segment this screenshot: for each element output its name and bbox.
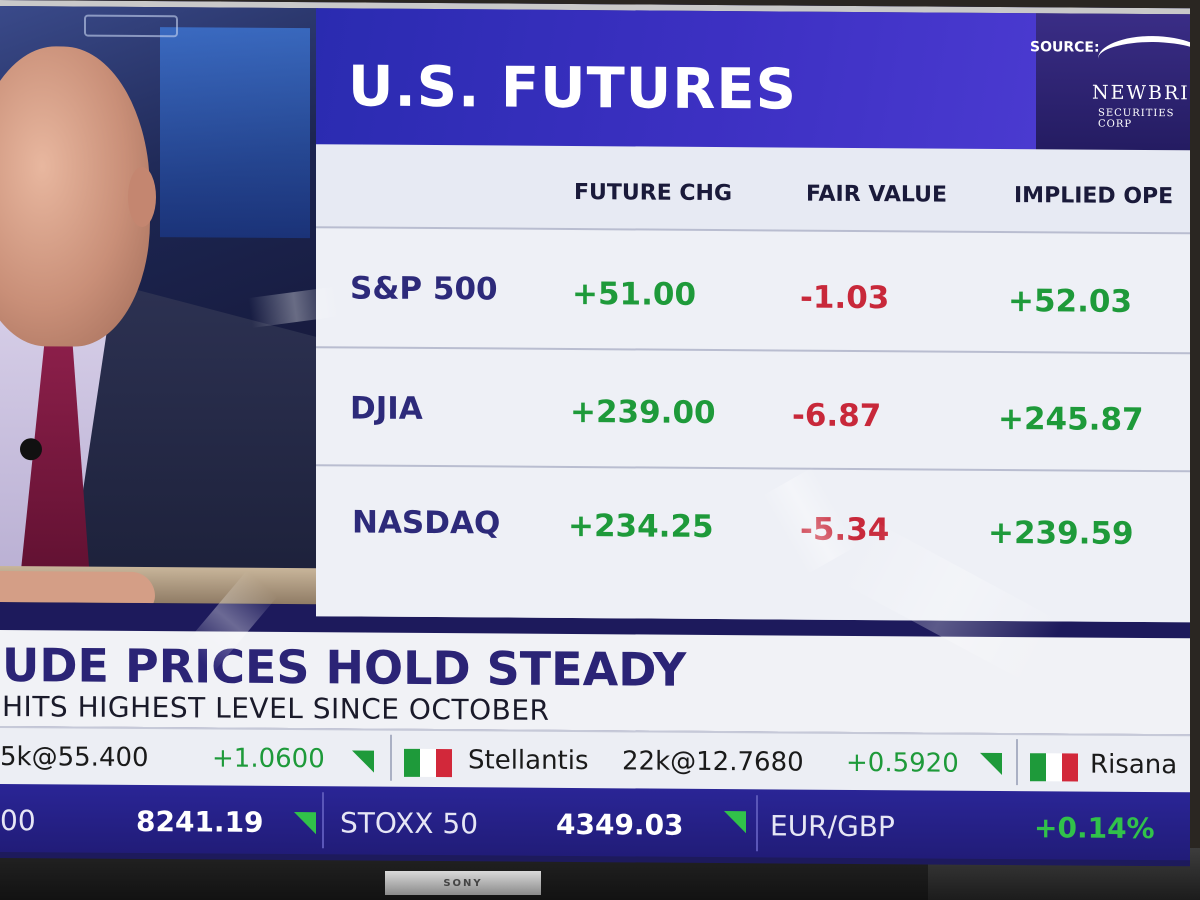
banner-subheadline: HITS HIGHEST LEVEL SINCE OCTOBER <box>2 690 550 727</box>
djia-implied-open: +245.87 <box>998 400 1144 438</box>
studio-logo <box>84 14 178 38</box>
row-name-djia: DJIA <box>350 390 423 427</box>
col-header-future-chg: FUTURE CHG <box>574 180 733 207</box>
futures-title: U.S. FUTURES <box>348 54 797 123</box>
studio-video <box>0 6 318 605</box>
ticker-divider <box>390 734 392 781</box>
down-arrow-icon <box>294 812 316 835</box>
col-header-fair-value: FAIR VALUE <box>806 181 948 208</box>
sp500-implied-open: +52.03 <box>1008 283 1133 320</box>
nasdaq-future-chg: +234.25 <box>568 507 714 545</box>
source-logo: NEWBRI <box>1092 81 1190 105</box>
sp500-fair-value: -1.03 <box>800 279 890 317</box>
col-header-implied-open: IMPLIED OPE <box>1014 183 1174 210</box>
down-arrow-icon <box>724 811 746 834</box>
anchor-hand <box>0 571 155 605</box>
djia-fair-value: -6.87 <box>792 397 882 435</box>
banner-headline: UDE PRICES HOLD STEADY <box>2 638 687 697</box>
ticker-divider <box>322 792 324 849</box>
index-item2-name: STOXX 50 <box>340 806 479 841</box>
nasdaq-fair-value: -5.34 <box>800 511 890 549</box>
lapel-mic <box>20 438 42 461</box>
stock-ticker <box>0 726 1190 795</box>
ticker-item2-name: Stellantis <box>468 745 589 777</box>
source-logo-swoosh-icon <box>1098 35 1190 83</box>
italy-flag-icon <box>404 748 452 778</box>
ticker-item2-volume: 22k@12.7680 <box>622 746 804 778</box>
ticker-item2-change: +0.5920 <box>846 747 959 779</box>
anchor-ear <box>128 166 156 228</box>
sp500-future-chg: +51.00 <box>572 275 697 313</box>
nasdaq-implied-open: +239.59 <box>988 514 1134 552</box>
ticker-divider <box>756 795 758 852</box>
tv-brand-plate: SONY <box>385 871 541 895</box>
italy-flag-icon <box>1030 753 1078 782</box>
ticker-divider <box>1016 739 1018 786</box>
tv-screen: U.S. FUTURES SOURCE: NEWBRI SECURITIES C… <box>0 0 1190 867</box>
index-item2-value: 4349.03 <box>556 807 684 842</box>
down-arrow-icon <box>980 752 1002 775</box>
djia-future-chg: +239.00 <box>570 393 716 431</box>
index-item1-value: 8241.19 <box>136 804 264 839</box>
source-label: SOURCE: <box>1030 39 1100 56</box>
ticker-item3-name: Risana <box>1090 749 1178 781</box>
row-name-sp500: S&P 500 <box>350 270 498 308</box>
down-arrow-icon <box>352 750 374 773</box>
ticker-item1-volume: 5k@55.400 <box>0 742 149 774</box>
index-item1-suffix: 00 <box>0 804 36 838</box>
source-logo-sub: SECURITIES CORP <box>1098 107 1175 130</box>
row-name-nasdaq: NASDAQ <box>352 504 501 542</box>
index-item3-name: EUR/GBP <box>770 809 895 844</box>
index-item3-change: +0.14% <box>1034 811 1155 846</box>
ticker-item1-change: +1.0600 <box>212 743 325 775</box>
studio-background-screen <box>160 27 310 239</box>
